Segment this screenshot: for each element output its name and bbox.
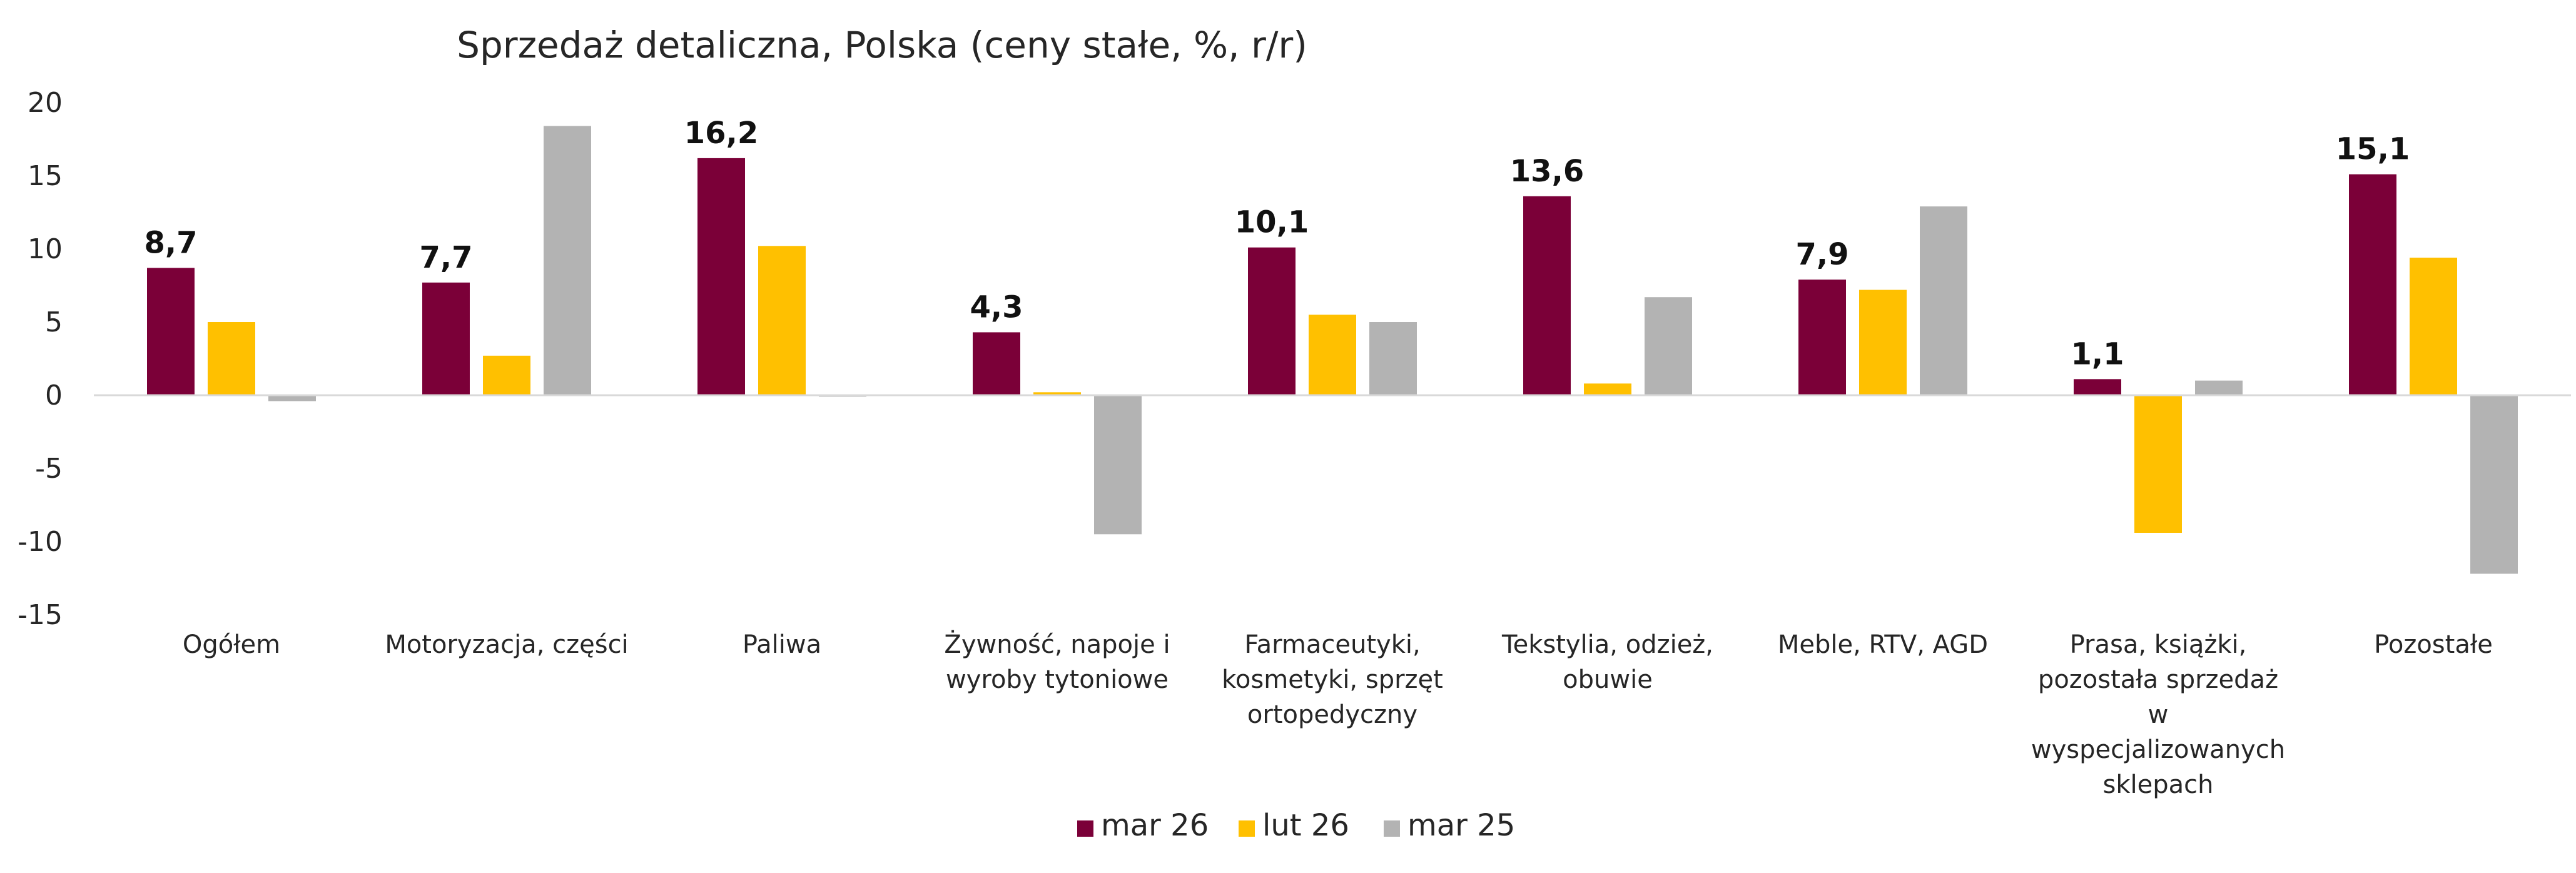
legend: mar 26 lut 26 mar 25 xyxy=(1077,808,1515,843)
legend-swatch-mar-25 xyxy=(1384,820,1400,837)
bar-mar-25 xyxy=(2195,380,2243,395)
data-label: 15,1 xyxy=(2336,132,2410,167)
data-label: 7,9 xyxy=(1795,237,1848,272)
category-label: Prasa, książki, pozostała sprzedaż w wyspec… xyxy=(2031,630,2285,799)
y-tick-label: 15 xyxy=(28,160,63,192)
data-label: 4,3 xyxy=(970,290,1023,325)
chart-title: Sprzedaż detaliczna, Polska (ceny stałe,… xyxy=(457,24,1307,66)
bar-lut-26 xyxy=(2410,258,2457,395)
bar-lut-26 xyxy=(208,322,255,395)
bar-mar-25 xyxy=(544,126,591,395)
bar-lut-26 xyxy=(758,246,806,395)
y-tick-label: 0 xyxy=(45,380,63,411)
category-label-line: Motoryzacja, części xyxy=(385,630,628,659)
bars-group xyxy=(147,126,2518,574)
data-label: 10,1 xyxy=(1235,205,1309,240)
legend-swatch-mar-26 xyxy=(1077,820,1093,837)
bar-mar-25 xyxy=(1645,297,1692,395)
data-label: 13,6 xyxy=(1510,154,1584,189)
legend-label: mar 26 xyxy=(1101,808,1209,843)
y-tick-label: -5 xyxy=(35,453,63,485)
bar-mar-26 xyxy=(1798,280,1846,395)
bar-lut-26 xyxy=(1859,290,1907,395)
category-label-line: pozostała sprzedaż xyxy=(2038,665,2278,694)
category-label-line: Farmaceutyki, xyxy=(1244,630,1420,659)
bar-mar-26 xyxy=(1523,196,1571,395)
category-label-line: Meble, RTV, AGD xyxy=(1778,630,1988,659)
legend-swatch-lut-26 xyxy=(1239,820,1255,837)
bar-lut-26 xyxy=(2134,395,2182,533)
category-label-line: wyspecjalizowanych xyxy=(2031,735,2285,764)
category-label-line: Prasa, książki, xyxy=(2070,630,2247,659)
data-label: 8,7 xyxy=(144,225,197,260)
bar-mar-26 xyxy=(2349,174,2396,395)
category-label: Ogółem xyxy=(183,630,280,659)
category-label: Meble, RTV, AGD xyxy=(1778,630,1988,659)
bar-mar-26 xyxy=(1248,247,1296,395)
legend-label: lut 26 xyxy=(1262,808,1349,843)
bar-mar-26 xyxy=(422,282,470,395)
bar-mar-25 xyxy=(268,395,316,401)
bar-mar-26 xyxy=(2074,379,2121,395)
y-tick-label: -15 xyxy=(18,599,63,631)
data-labels-group: 8,7 7,7 16,2 4,3 10,1 13,6 7,9 1,1 15,1 xyxy=(144,116,2410,371)
category-label: Farmaceutyki, kosmetyki, sprzęt ortopedycz… xyxy=(1222,630,1443,729)
y-axis-ticks: 20 15 10 5 0 -5 -10 -15 xyxy=(18,87,63,631)
bar-lut-26 xyxy=(483,355,530,395)
category-label-line: Paliwa xyxy=(743,630,821,659)
y-tick-label: 20 xyxy=(28,87,63,119)
bar-mar-25 xyxy=(1369,322,1417,395)
data-label: 16,2 xyxy=(684,116,758,151)
category-label: Żywność, napoje i wyroby tytoniowe xyxy=(944,629,1170,694)
category-label-line: sklepach xyxy=(2103,770,2214,799)
category-label-line: Pozostałe xyxy=(2374,630,2493,659)
data-label: 1,1 xyxy=(2071,336,2124,371)
legend-label: mar 25 xyxy=(1407,808,1515,843)
bar-mar-25 xyxy=(2470,395,2518,574)
category-label: Motoryzacja, części xyxy=(385,630,628,659)
category-label-line: kosmetyki, sprzęt xyxy=(1222,665,1443,694)
category-label: Pozostałe xyxy=(2374,630,2493,659)
category-label-line: Ogółem xyxy=(183,630,280,659)
y-tick-label: -10 xyxy=(18,526,63,558)
bar-mar-26 xyxy=(147,268,195,395)
bar-mar-25 xyxy=(1920,206,1967,395)
bar-mar-26 xyxy=(697,158,745,395)
y-tick-label: 5 xyxy=(45,306,63,338)
category-label-line: w xyxy=(2148,700,2169,729)
category-label: Paliwa xyxy=(743,630,821,659)
bar-mar-25 xyxy=(1094,395,1142,535)
bar-mar-26 xyxy=(973,332,1020,395)
bar-lut-26 xyxy=(1584,383,1631,395)
category-label-line: Tekstylia, odzież, xyxy=(1501,630,1713,659)
category-labels-group: Ogółem Motoryzacja, części Paliwa Żywność, … xyxy=(183,629,2493,799)
data-label: 7,7 xyxy=(419,240,472,275)
category-label-line: wyroby tytoniowe xyxy=(946,665,1169,694)
y-tick-label: 10 xyxy=(28,233,63,265)
category-label-line: obuwie xyxy=(1563,665,1653,694)
bar-lut-26 xyxy=(1033,392,1081,395)
category-label-line: ortopedyczny xyxy=(1247,700,1417,729)
category-label-line: Żywność, napoje i xyxy=(944,629,1170,659)
category-label: Tekstylia, odzież, obuwie xyxy=(1501,630,1713,694)
bar-lut-26 xyxy=(1309,315,1356,395)
